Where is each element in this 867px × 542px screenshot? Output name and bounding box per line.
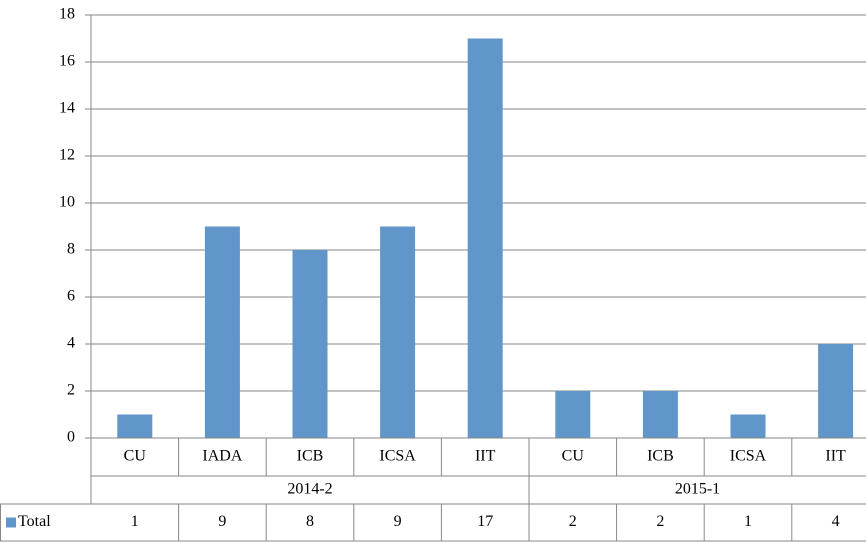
y-tick-label: 4 xyxy=(67,335,75,352)
y-tick-label: 2 xyxy=(67,382,75,399)
bar xyxy=(730,414,766,438)
bar xyxy=(642,391,678,438)
x-tick-label: IIT xyxy=(475,448,496,465)
y-tick-label: 0 xyxy=(67,429,75,446)
bar xyxy=(380,226,416,438)
x-tick-label: CU xyxy=(562,448,585,465)
data-table-value: 2 xyxy=(656,513,664,530)
bar xyxy=(555,391,591,438)
data-table-value: 9 xyxy=(218,513,226,530)
legend-swatch xyxy=(6,517,16,528)
x-tick-label: ICB xyxy=(647,448,674,465)
bar xyxy=(467,38,503,438)
y-tick-label: 16 xyxy=(59,53,75,70)
x-tick-label: IIT xyxy=(825,448,846,465)
group-label: 2015-1 xyxy=(675,481,720,498)
data-table-value: 2 xyxy=(569,513,577,530)
legend-label: Total xyxy=(18,513,51,530)
y-tick-label: 14 xyxy=(59,100,75,117)
data-table-value: 1 xyxy=(131,513,139,530)
x-tick-label: CU xyxy=(124,448,147,465)
bar xyxy=(204,226,240,438)
data-table-value: 4 xyxy=(832,513,840,530)
y-tick-label: 18 xyxy=(59,6,75,23)
x-tick-label: ICSA xyxy=(379,448,416,465)
data-table-value: 1 xyxy=(744,513,752,530)
y-tick-label: 6 xyxy=(67,288,75,305)
y-tick-label: 10 xyxy=(59,194,75,211)
x-tick-label: IADA xyxy=(202,448,242,465)
data-table-value: 9 xyxy=(394,513,402,530)
data-table-value: 8 xyxy=(306,513,314,530)
group-label: 2014-2 xyxy=(287,481,332,498)
bar xyxy=(818,344,854,438)
x-tick-label: ICSA xyxy=(730,448,767,465)
y-tick-label: 12 xyxy=(59,147,75,164)
bar xyxy=(292,250,328,438)
bar xyxy=(117,414,153,438)
x-tick-label: ICB xyxy=(297,448,324,465)
y-tick-label: 8 xyxy=(67,241,75,258)
data-table-value: 17 xyxy=(477,513,493,530)
